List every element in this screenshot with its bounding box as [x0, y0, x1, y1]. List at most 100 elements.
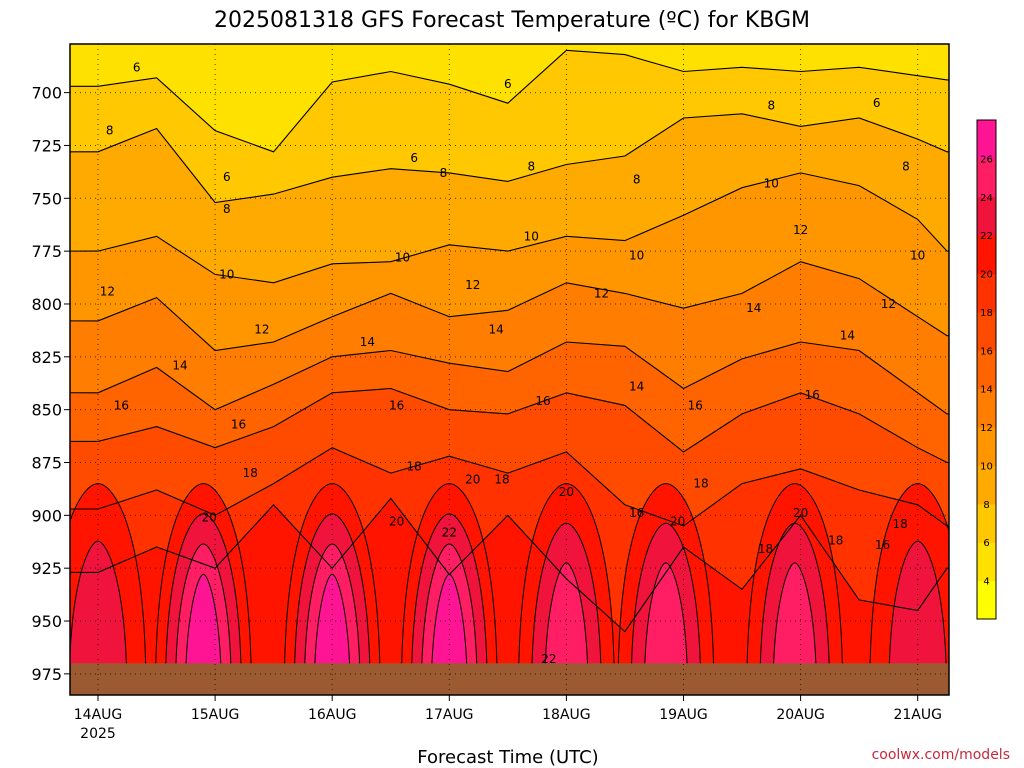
y-tick-label: 725	[31, 136, 62, 155]
y-tick-label: 900	[31, 506, 62, 525]
contour-label: 16	[875, 538, 890, 552]
contour-label: 14	[172, 358, 187, 372]
y-tick-label: 700	[31, 84, 62, 103]
contour-label: 16	[114, 398, 129, 412]
contour-label: 18	[892, 517, 907, 531]
contour-label: 8	[527, 160, 535, 174]
isotherm-6	[70, 49, 949, 153]
colorbar-swatch	[977, 196, 996, 236]
contour-label: 10	[524, 229, 539, 243]
contour-label: 22	[442, 525, 457, 539]
credit-text: coolwx.com/models	[872, 747, 1010, 763]
isotherm-16	[70, 387, 949, 464]
contour-label: 14	[840, 329, 855, 343]
warm-core-contour-24	[544, 562, 589, 695]
x-tick-label: 18AUG	[542, 707, 591, 723]
isotherm-12	[70, 261, 949, 352]
x-tick-label: 14AUG	[74, 707, 123, 723]
contour-label: 6	[873, 96, 881, 110]
contour-label: 8	[106, 124, 114, 138]
colorbar-label: 20	[980, 270, 993, 281]
colorbar-swatch	[977, 350, 996, 390]
plot-area: 6 6 6 6 8 8 8 8 8 8 8 6 10 10 10 10 10 10 12 12 12 12 12 12 14 14…	[70, 44, 949, 695]
y-tick-label: 850	[31, 401, 62, 420]
contour-label: 20	[202, 510, 217, 524]
contour-label: 14	[746, 301, 761, 315]
contour-label: 18	[758, 542, 773, 556]
contour-label: 18	[407, 460, 422, 474]
contour-label: 16	[805, 388, 820, 402]
contour-label: 20	[793, 506, 808, 520]
colorbar-swatch	[977, 465, 996, 505]
contour-label: 8	[223, 202, 231, 216]
contour-label: 8	[633, 172, 641, 186]
y-tick-label: 825	[31, 348, 62, 367]
contour-label: 12	[254, 322, 269, 336]
contour-label: 18	[494, 472, 509, 486]
isotherm-10	[70, 172, 949, 284]
contour-label: 6	[133, 60, 141, 74]
contour-label: 16	[688, 398, 703, 412]
contour-label: 8	[768, 98, 776, 112]
plot-frame	[69, 43, 950, 696]
contour-label: 18	[243, 466, 258, 480]
y-tick-label: 975	[31, 665, 62, 684]
colorbar-swatch	[977, 580, 996, 620]
contour-label: 12	[465, 278, 480, 292]
x-axis-label: Forecast Time (UTC)	[417, 747, 598, 768]
contour-label: 10	[219, 267, 234, 281]
contour-label: 16	[535, 394, 550, 408]
colorbar-label: 12	[980, 423, 993, 434]
warm-core	[617, 483, 715, 695]
contour-label: 10	[395, 250, 410, 264]
y-axis: 700 725 750 775 800 825 850 875 900 925 950 975	[31, 84, 70, 684]
warm-core-contour-22	[70, 540, 128, 695]
contour-label: 8	[902, 160, 910, 174]
colorbar-label: 24	[980, 193, 993, 204]
warm-core	[746, 483, 844, 695]
colorbar-swatch	[977, 120, 996, 159]
y-tick-label: 925	[31, 559, 62, 578]
y-tick-label: 775	[31, 242, 62, 261]
isotherm-8	[70, 113, 949, 204]
contour-label: 18	[693, 477, 708, 491]
y-tick-label: 950	[31, 612, 62, 631]
contour-label: 20	[389, 515, 404, 529]
colorbar-label: 14	[980, 385, 993, 396]
colorbar-swatch	[977, 311, 996, 351]
warm-core	[517, 483, 615, 695]
x-tick-label: 16AUG	[308, 707, 357, 723]
colorbar-swatch	[977, 427, 996, 466]
contour-label: 18	[828, 534, 843, 548]
colorbar-swatch	[977, 388, 996, 428]
isotherm-20	[70, 497, 949, 633]
colorbar-swatch	[977, 235, 996, 275]
warm-core	[869, 483, 949, 695]
contour-label: 10	[910, 248, 925, 262]
contour-label: 10	[764, 177, 779, 191]
contour-label: 20	[465, 472, 480, 486]
x-tick-label: 20AUG	[776, 707, 825, 723]
y-tick-label: 750	[31, 189, 62, 208]
contour-label: 8	[440, 166, 448, 180]
contour-label: 14	[488, 322, 503, 336]
x-axis: 14AUG 15AUG 16AUG 17AUG 18AUG 19AUG 20AUG 21AUG	[74, 695, 942, 723]
colorbar-frame	[976, 119, 997, 620]
colorbar-swatch	[977, 542, 996, 582]
colorbar-swatch	[977, 503, 996, 543]
contour-label: 6	[223, 170, 231, 184]
chart-title: 2025081318 GFS Forecast Temperature (ºC)…	[214, 8, 810, 33]
contour-label: 22	[541, 652, 556, 666]
contour-label: 12	[100, 284, 115, 298]
contour-label: 20	[670, 515, 685, 529]
x-tick-label: 19AUG	[659, 707, 708, 723]
warm-core-contour-24	[643, 562, 689, 695]
contour-label: 16	[231, 417, 246, 431]
colorbar: 4 6 8 10 12 14 16 18 20 22 24 26	[976, 119, 997, 620]
colorbar-swatch	[977, 158, 996, 198]
isotherm-18	[70, 447, 949, 527]
contour-label: 12	[793, 223, 808, 237]
warm-core-contour-24	[772, 562, 817, 695]
contour-label: 12	[881, 297, 896, 311]
